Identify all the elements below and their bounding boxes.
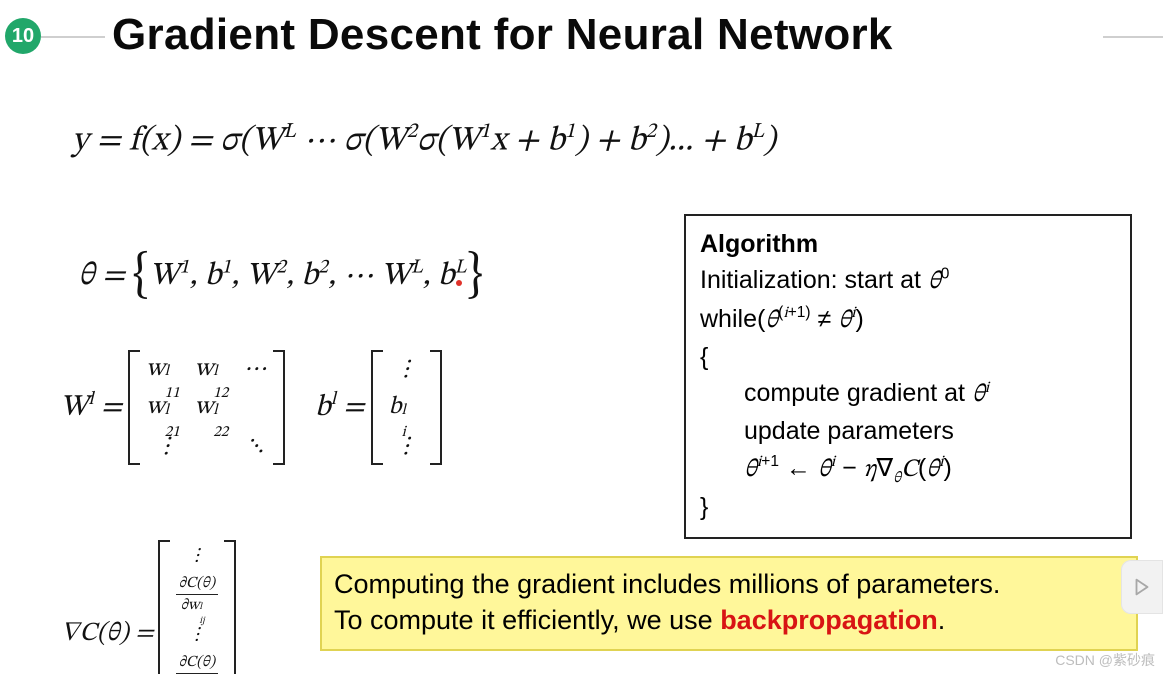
- matrix-W: wl11 wl21 ⋮ wl12 wl22 ⋯ ⋱: [128, 350, 285, 465]
- slide-number: 10: [12, 25, 34, 48]
- matrix-b: ⋮ bli ⋮: [371, 350, 442, 465]
- algorithm-brace-close: }: [700, 489, 1116, 525]
- algorithm-step-update: update parameters: [700, 413, 1116, 449]
- algorithm-while: while(θ(i+1) ≠ θi): [700, 301, 1116, 339]
- highlight-line2: To compute it efficiently, we use backpr…: [334, 602, 1124, 638]
- slide-number-badge: 10: [5, 18, 41, 54]
- watermark-text: CSDN @紫砂痕: [1055, 650, 1155, 670]
- badge-connector-line: [41, 36, 105, 38]
- equation-gradient-vector: ∇C(θ) = ⋮ ∂C(θ) ∂wlij ⋮ ∂C(θ) ∂bli ⋮: [60, 540, 236, 674]
- equation-forward-pass: y = f(x) = σ(WL ⋯ σ(W2σ(W1x + b1) + b2).…: [72, 120, 776, 163]
- algorithm-box: Algorithm Initialization: start at θ0 wh…: [684, 214, 1132, 539]
- video-play-next-button[interactable]: [1121, 560, 1163, 614]
- highlight-keyword: backpropagation: [720, 605, 938, 635]
- slide-title: Gradient Descent for Neural Network: [112, 10, 893, 60]
- algorithm-brace-open: {: [700, 339, 1116, 375]
- equation-theta-set: θ = {W1, b1, W2, b2, ⋯ WL, bL}: [78, 240, 483, 304]
- algorithm-heading: Algorithm: [700, 226, 1116, 262]
- play-icon: [1131, 576, 1153, 598]
- algorithm-step-rule: θi+1 ← θi − η∇θC(θi): [700, 450, 1116, 489]
- highlight-callout: Computing the gradient includes millions…: [320, 556, 1138, 651]
- title-right-rule: [1103, 36, 1163, 38]
- highlight-line1: Computing the gradient includes millions…: [334, 566, 1124, 602]
- highlight-line2-pre: To compute it efficiently, we use: [334, 605, 720, 635]
- laser-pointer-dot: [456, 280, 462, 286]
- matrix-gradC: ⋮ ∂C(θ) ∂wlij ⋮ ∂C(θ) ∂bli ⋮: [158, 540, 236, 674]
- highlight-line2-post: .: [938, 605, 946, 635]
- algorithm-init: Initialization: start at θ0: [700, 262, 1116, 300]
- algorithm-step-compute: compute gradient at θi: [700, 375, 1116, 413]
- equation-weight-bias-matrices: Wl = wl11 wl21 ⋮ wl12 wl22 ⋯ ⋱ bl = ⋮ bl…: [60, 350, 442, 465]
